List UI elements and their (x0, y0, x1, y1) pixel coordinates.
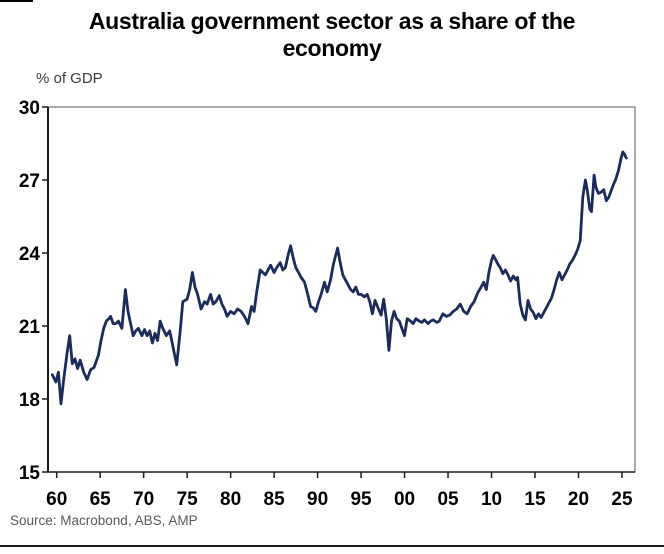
x-tick-label: 00 (394, 489, 415, 510)
data-line (50, 150, 628, 406)
x-tick-label: 70 (133, 489, 154, 510)
x-tick-label: 15 (524, 489, 546, 510)
x-tick-label: 75 (177, 489, 199, 510)
chart-title-line2: economy (282, 35, 382, 61)
x-tick-label: 95 (350, 489, 372, 510)
y-tick-label: 21 (19, 317, 41, 338)
x-tick-label: 65 (90, 489, 112, 510)
top-border-fragment (0, 0, 33, 2)
x-tick-label: 90 (307, 489, 328, 510)
plot-frame (47, 106, 636, 473)
chart-title-line1: Australia government sector as a share o… (88, 8, 576, 34)
x-tick-label: 10 (481, 489, 502, 510)
chart-title: Australia government sector as a share o… (0, 8, 664, 62)
y-tick-label: 18 (19, 390, 40, 411)
x-tick-label: 60 (46, 489, 67, 510)
y-tick-label: 30 (19, 98, 40, 119)
x-tick-label: 80 (220, 489, 241, 510)
y-tick-label: 15 (19, 463, 41, 484)
x-tick-label: 20 (568, 489, 589, 510)
y-tick-label: 27 (19, 171, 40, 192)
y-tick-label: 24 (19, 244, 41, 265)
y-axis-unit-label: % of GDP (36, 70, 103, 87)
x-tick-label: 05 (437, 489, 459, 510)
bottom-border-line (0, 545, 664, 547)
x-tick-label: 85 (264, 489, 286, 510)
source-note: Source: Macrobond, ABS, AMP (10, 513, 198, 528)
x-tick-label: 25 (611, 489, 633, 510)
